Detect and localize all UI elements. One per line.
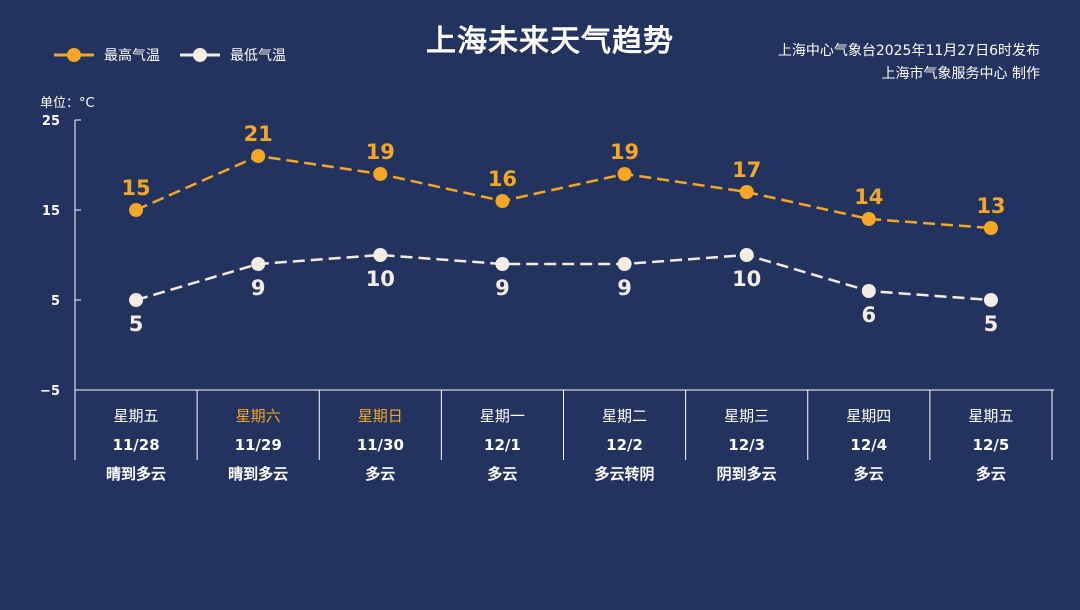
low-temp-label: 10 xyxy=(366,267,395,291)
weekday-label: 星期五 xyxy=(114,407,159,425)
high-temp-label: 19 xyxy=(366,140,395,164)
low-temp-point xyxy=(861,284,876,298)
high-temp-point xyxy=(617,167,632,181)
high-temp-label: 19 xyxy=(610,140,639,164)
legend-item-high: 最高气温 xyxy=(54,45,160,65)
date-label: 12/2 xyxy=(606,436,643,454)
high-temp-point xyxy=(983,221,998,235)
high-temp-point xyxy=(739,185,754,199)
low-temp-point xyxy=(495,257,510,271)
legend-high-label: 最高气温 xyxy=(104,48,160,64)
date-label: 11/28 xyxy=(112,436,159,454)
weather-label: 多云 xyxy=(854,465,884,483)
date-label: 12/1 xyxy=(484,436,521,454)
low-temp-label: 9 xyxy=(251,276,266,300)
low-temp-point xyxy=(983,293,998,307)
weekday-label: 星期五 xyxy=(968,407,1013,425)
low-temp-label: 5 xyxy=(129,312,144,336)
low-temp-point xyxy=(373,248,388,262)
date-label: 11/30 xyxy=(357,436,404,454)
weather-label: 多云 xyxy=(487,465,517,483)
y-axis-unit: 单位：°C xyxy=(40,96,95,111)
high-temp-point xyxy=(861,212,876,226)
high-temp-label: 14 xyxy=(854,185,883,209)
y-tick-label: 15 xyxy=(42,204,60,219)
date-label: 11/29 xyxy=(235,436,282,454)
low-temp-point xyxy=(251,257,266,271)
source-info: 上海中心气象台2025年11月27日6时发布 上海市气象服务中心 制作 xyxy=(778,40,1040,86)
high-temp-label: 15 xyxy=(121,176,150,200)
legend: 最高气温 最低气温 xyxy=(54,45,306,65)
date-label: 12/4 xyxy=(850,436,887,454)
weekday-label: 星期日 xyxy=(358,407,403,425)
legend-low-marker-icon xyxy=(180,48,220,62)
weekday-label: 星期六 xyxy=(236,407,281,425)
high-temp-label: 17 xyxy=(732,158,761,182)
page-title: 上海未来天气趋势 xyxy=(426,24,674,59)
legend-low-label: 最低气温 xyxy=(230,48,286,64)
low-temp-label: 9 xyxy=(617,276,632,300)
low-temp-point xyxy=(129,293,144,307)
weather-label: 多云 xyxy=(976,465,1006,483)
source-line-2: 上海市气象服务中心 制作 xyxy=(881,66,1040,82)
high-temp-point xyxy=(129,203,144,217)
low-temp-line xyxy=(135,253,992,302)
weekday-label: 星期三 xyxy=(724,407,769,425)
high-temp-point xyxy=(373,167,388,181)
low-temp-point xyxy=(739,248,754,262)
source-line-1: 上海中心气象台2025年11月27日6时发布 xyxy=(777,43,1040,59)
low-temp-label: 9 xyxy=(495,276,510,300)
weekday-label: 星期二 xyxy=(602,407,647,425)
weather-label: 阴到多云 xyxy=(717,465,777,483)
low-temp-label: 10 xyxy=(732,267,761,291)
low-temp-label: 5 xyxy=(984,312,999,336)
y-tick-label: 5 xyxy=(51,294,60,309)
weather-label: 晴到多云 xyxy=(106,465,166,483)
y-tick-label: −5 xyxy=(40,384,60,399)
y-tick-label: 25 xyxy=(42,114,60,129)
high-temp-label: 21 xyxy=(244,122,273,146)
date-label: 12/3 xyxy=(728,436,765,454)
legend-item-low: 最低气温 xyxy=(180,45,286,65)
date-label: 12/5 xyxy=(973,436,1010,454)
high-temp-line xyxy=(135,154,992,230)
weather-label: 多云 xyxy=(365,465,395,483)
legend-high-marker-icon xyxy=(54,48,94,62)
high-temp-label: 16 xyxy=(488,167,517,191)
weekday-label: 星期一 xyxy=(480,407,525,425)
low-temp-point xyxy=(617,257,632,271)
weather-label: 晴到多云 xyxy=(228,465,288,483)
weekday-label: 星期四 xyxy=(846,407,891,425)
weather-label: 多云转阴 xyxy=(595,465,655,483)
high-temp-point xyxy=(495,194,510,208)
low-temp-label: 6 xyxy=(862,303,877,327)
high-temp-label: 13 xyxy=(976,194,1005,218)
high-temp-point xyxy=(251,149,266,163)
